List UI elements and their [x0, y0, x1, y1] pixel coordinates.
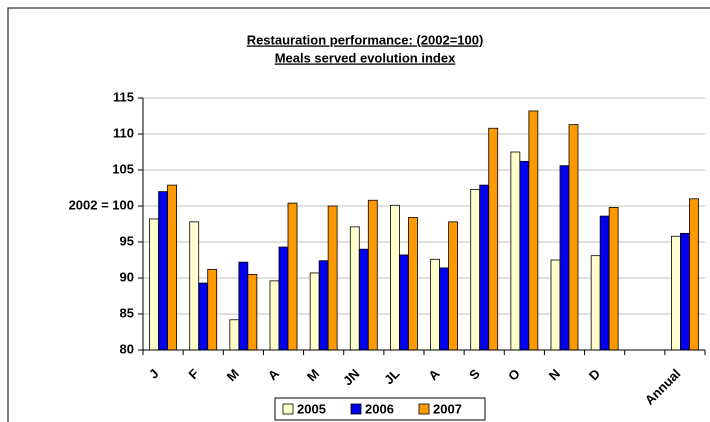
bar	[680, 232, 690, 351]
bar	[439, 267, 449, 351]
bar	[608, 207, 619, 351]
bar	[470, 189, 481, 351]
x-tick-label: JN	[340, 366, 362, 388]
bar	[349, 226, 360, 351]
bar	[367, 199, 378, 351]
bar	[399, 254, 409, 351]
bar	[238, 261, 249, 351]
bar	[519, 160, 530, 351]
chart-subtitle: Meals served evolution index	[275, 50, 456, 65]
x-tick-label: O	[505, 366, 523, 384]
bar	[269, 280, 280, 351]
bar	[358, 248, 369, 351]
chart-frame	[7, 7, 710, 422]
bar	[510, 151, 521, 351]
x-tick-label: J	[146, 366, 162, 382]
bar	[430, 258, 440, 351]
bar	[278, 246, 289, 351]
bar	[671, 235, 681, 351]
bar	[590, 255, 601, 351]
bar	[528, 110, 539, 351]
y-tick-label: 90	[120, 269, 134, 284]
bar	[488, 127, 499, 351]
bar	[448, 221, 458, 351]
y-tick-label: 95	[120, 233, 134, 248]
bar	[247, 273, 258, 351]
legend-box	[274, 397, 486, 421]
x-tick-label: D	[586, 366, 603, 383]
bar	[599, 215, 610, 351]
bar	[390, 204, 400, 351]
x-tick-label: M	[304, 366, 322, 384]
legend-label: 2007	[433, 401, 462, 416]
legend-swatch	[282, 403, 294, 415]
y-tick-label: 110	[113, 125, 134, 140]
bar	[149, 218, 159, 351]
bar	[158, 191, 168, 351]
x-tick-label: JL	[381, 366, 402, 387]
legend-swatch	[350, 403, 362, 415]
x-tick-label: Annual	[642, 366, 684, 408]
y-tick-label: 85	[120, 305, 134, 320]
x-tick-label: M	[224, 366, 242, 384]
y-tick-label: 2002 = 100	[69, 197, 134, 212]
bar	[318, 260, 329, 351]
x-tick-label: A	[265, 366, 283, 384]
bar	[309, 272, 320, 351]
bar	[568, 124, 579, 351]
y-tick-label: 80	[120, 341, 134, 356]
x-tick-label: A	[425, 366, 443, 384]
bar	[189, 221, 200, 351]
bar	[229, 319, 240, 351]
x-tick-label: N	[546, 366, 563, 383]
y-tick-label: 105	[112, 161, 134, 176]
y-tick-label: 115	[113, 89, 134, 104]
bar	[550, 259, 561, 351]
bar	[327, 205, 338, 351]
x-tick-label: F	[186, 366, 202, 382]
legend-label: 2006	[365, 401, 394, 416]
bar	[689, 198, 699, 351]
bar	[167, 184, 177, 351]
bar	[198, 282, 209, 351]
x-tick-label: S	[466, 366, 483, 383]
bar	[207, 268, 218, 351]
bar	[479, 184, 490, 351]
legend-swatch	[418, 403, 430, 415]
bar	[408, 217, 418, 351]
bar	[559, 165, 570, 351]
bar	[287, 202, 298, 351]
legend-label: 2005	[297, 401, 326, 416]
chart-title: Restauration performance: (2002=100)	[247, 32, 484, 47]
